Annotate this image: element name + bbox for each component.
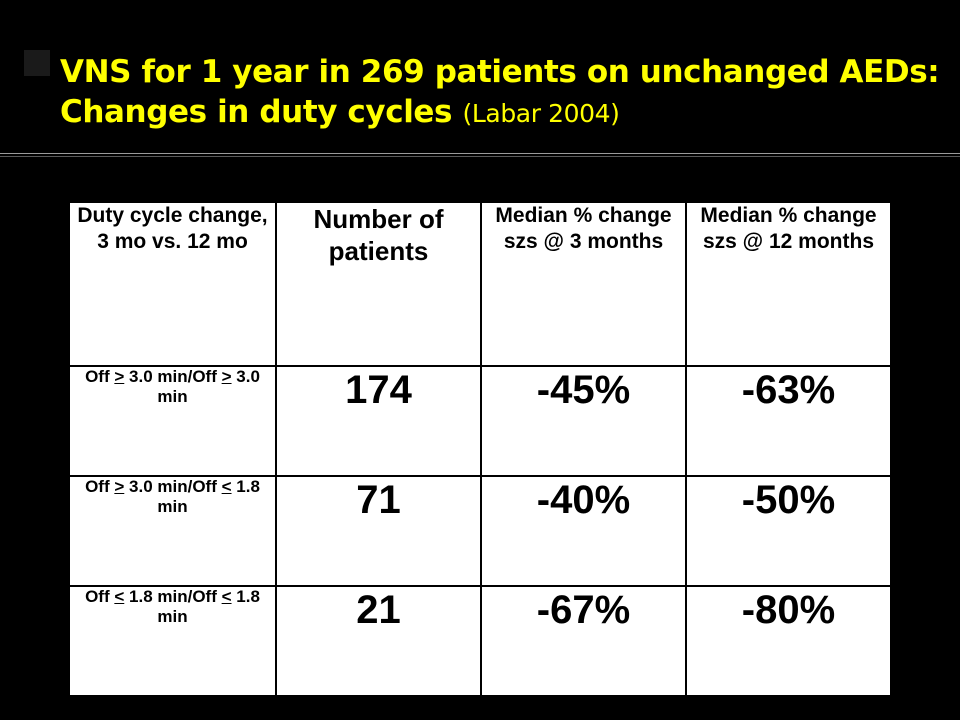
median-change-12-months: -80% <box>685 585 892 697</box>
header-median-change-3-months: Median % change szs @ 3 months <box>480 201 687 367</box>
median-change-12-months: -63% <box>685 365 892 477</box>
label-value-text: 1.8 min <box>157 587 260 626</box>
slide-title: VNS for 1 year in 269 patients on unchan… <box>60 52 940 134</box>
header-median-change-12-months: Median % change szs @ 12 months <box>685 201 892 367</box>
label-comparison-symbol: > <box>114 367 125 386</box>
duty-cycle-table: Duty cycle change, 3 mo vs. 12 mo Number… <box>68 201 892 697</box>
patients-count: 71 <box>275 475 482 587</box>
label-comparison-symbol: < <box>221 477 232 496</box>
title-divider-line <box>0 153 960 154</box>
table-row: Off > 3.0 min/Off < 1.8 min 71 -40% -50% <box>68 475 892 587</box>
label-comparison-symbol: < <box>221 587 232 606</box>
table-row: Off < 1.8 min/Off < 1.8 min 21 -67% -80% <box>68 585 892 697</box>
table-container: Duty cycle change, 3 mo vs. 12 mo Number… <box>68 201 892 697</box>
label-comparison-symbol: < <box>114 587 125 606</box>
patients-count: 21 <box>275 585 482 697</box>
label-value-text: 1.8 min/Off <box>129 587 217 606</box>
table-row: Off > 3.0 min/Off > 3.0 min 174 -45% -63… <box>68 365 892 477</box>
label-comparison-symbol: > <box>114 477 125 496</box>
median-change-3-months: -40% <box>480 475 687 587</box>
header-duty-cycle-change: Duty cycle change, 3 mo vs. 12 mo <box>68 201 277 367</box>
duty-cycle-label: Off < 1.8 min/Off < 1.8 min <box>68 585 277 697</box>
label-off-word: Off <box>85 367 110 386</box>
decorative-square <box>24 50 50 76</box>
title-bar: VNS for 1 year in 269 patients on unchan… <box>0 0 960 152</box>
slide-title-main: VNS for 1 year in 269 patients on unchan… <box>60 54 940 130</box>
label-off-word: Off <box>85 477 110 496</box>
label-value-text: 1.8 min <box>157 477 260 516</box>
median-change-3-months: -45% <box>480 365 687 477</box>
median-change-3-months: -67% <box>480 585 687 697</box>
label-comparison-symbol: > <box>221 367 232 386</box>
duty-cycle-label: Off > 3.0 min/Off < 1.8 min <box>68 475 277 587</box>
patients-count: 174 <box>275 365 482 477</box>
label-value-text: 3.0 min <box>157 367 260 406</box>
title-divider-shadow <box>0 156 960 157</box>
slide-content: Duty cycle change, 3 mo vs. 12 mo Number… <box>0 158 960 720</box>
label-value-text: 3.0 min/Off <box>129 477 217 496</box>
duty-cycle-label: Off > 3.0 min/Off > 3.0 min <box>68 365 277 477</box>
label-value-text: 3.0 min/Off <box>129 367 217 386</box>
median-change-12-months: -50% <box>685 475 892 587</box>
header-number-of-patients: Number of patients <box>275 201 482 367</box>
label-off-word: Off <box>85 587 110 606</box>
table-header-row: Duty cycle change, 3 mo vs. 12 mo Number… <box>68 201 892 367</box>
slide-title-citation: (Labar 2004) <box>462 99 620 128</box>
